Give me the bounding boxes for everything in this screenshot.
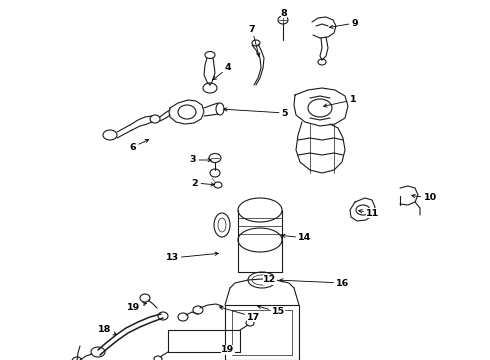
Bar [232, 310, 292, 355]
Text: 9: 9 [330, 18, 358, 28]
Text: 15: 15 [258, 305, 285, 316]
Text: 13: 13 [166, 252, 219, 262]
Bar [225, 305, 299, 360]
Text: 2: 2 [192, 179, 214, 188]
Text: 18: 18 [98, 325, 117, 335]
Text: 14: 14 [282, 234, 312, 243]
Text: 3: 3 [190, 156, 211, 165]
Text: 17: 17 [220, 306, 261, 321]
Text: 10: 10 [412, 194, 437, 202]
Text: 19: 19 [127, 302, 147, 311]
Text: 1: 1 [323, 95, 356, 107]
Text: 19: 19 [221, 346, 235, 355]
Text: 5: 5 [224, 108, 288, 117]
Text: 11: 11 [359, 208, 380, 217]
Text: 16: 16 [280, 279, 350, 288]
Bar [168, 330, 240, 352]
Text: 8: 8 [281, 9, 287, 18]
Text: 7: 7 [249, 24, 260, 57]
Text: 12: 12 [264, 275, 277, 284]
Text: 4: 4 [213, 63, 231, 80]
Text: 6: 6 [130, 140, 148, 152]
